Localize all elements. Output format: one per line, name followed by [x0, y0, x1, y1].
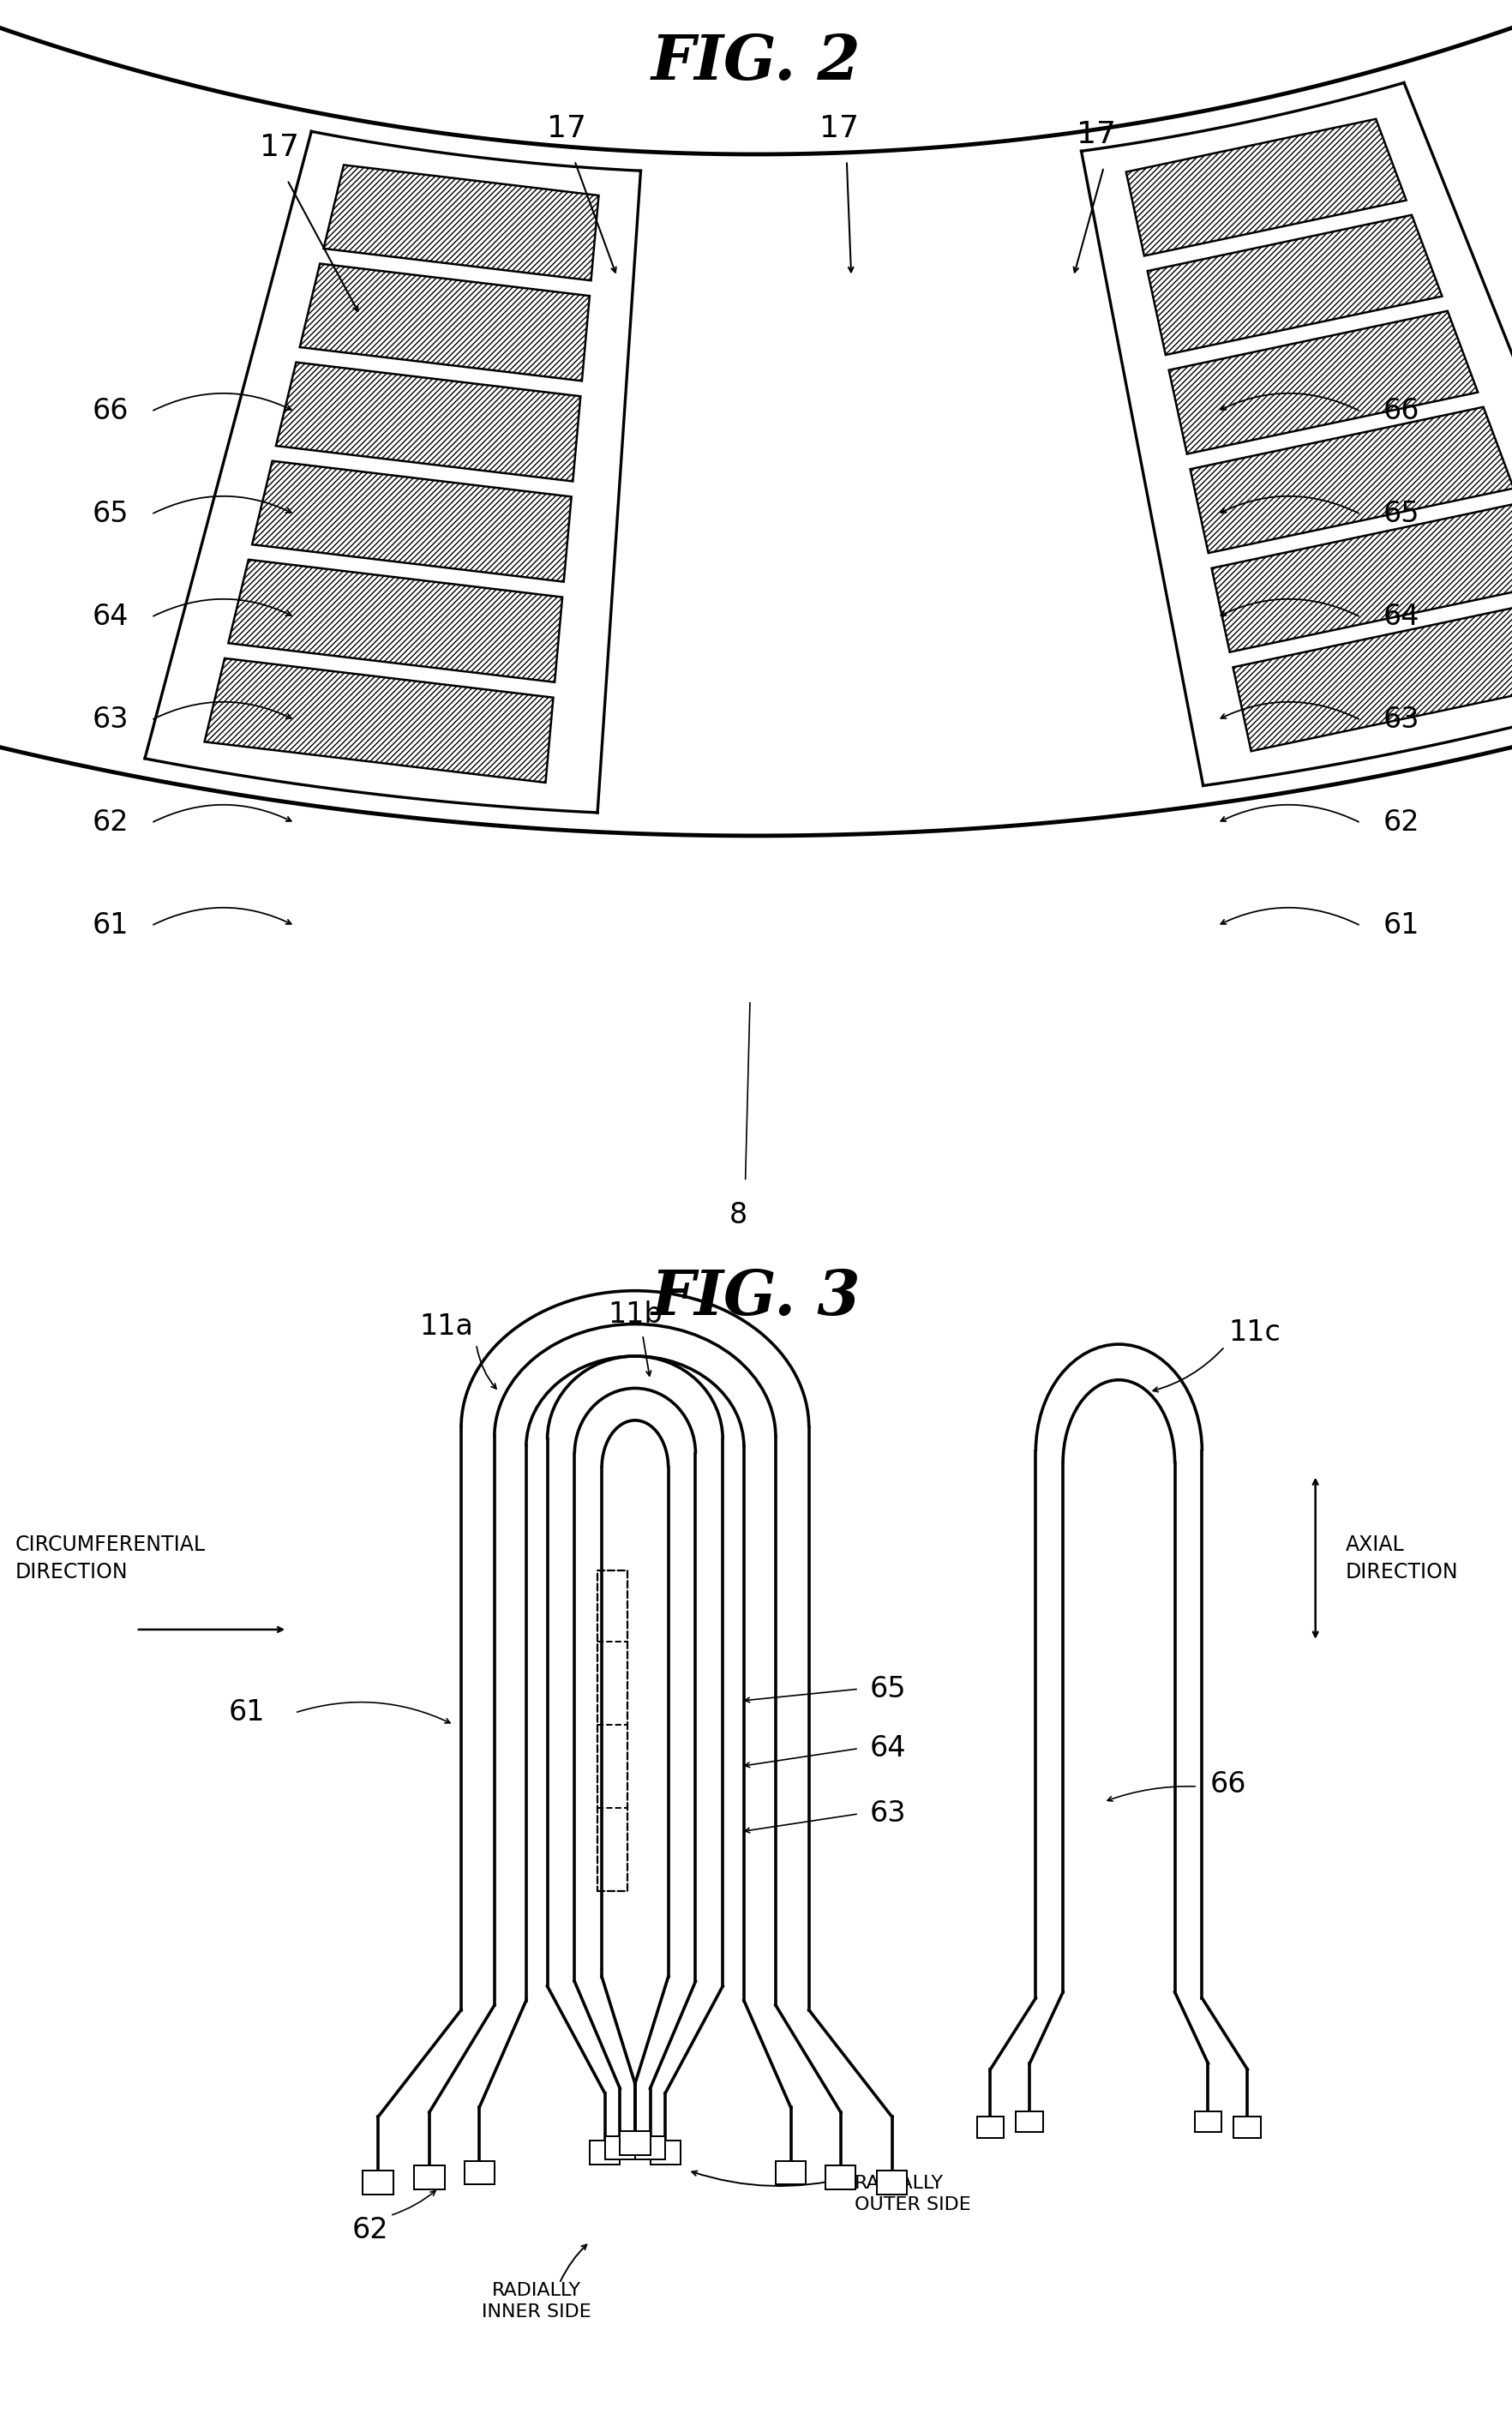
- Text: 17: 17: [260, 133, 299, 163]
- Bar: [635, 2135, 665, 2159]
- Bar: [620, 2130, 650, 2154]
- Polygon shape: [1190, 408, 1512, 553]
- Polygon shape: [275, 361, 581, 480]
- Polygon shape: [1148, 216, 1442, 354]
- Text: 66: 66: [1383, 398, 1420, 425]
- Text: 64: 64: [92, 604, 129, 631]
- Bar: [363, 2171, 393, 2193]
- Text: 63: 63: [92, 706, 129, 735]
- Bar: [877, 2171, 907, 2193]
- Text: 66: 66: [1210, 1771, 1246, 1798]
- Bar: [650, 2140, 680, 2164]
- Text: 63: 63: [1383, 706, 1420, 735]
- Text: 11c: 11c: [1229, 1317, 1281, 1346]
- Bar: [776, 2162, 806, 2186]
- Bar: [1234, 2118, 1261, 2137]
- Polygon shape: [204, 657, 553, 784]
- Text: 61: 61: [1383, 912, 1420, 939]
- Polygon shape: [1126, 119, 1406, 255]
- Polygon shape: [253, 461, 572, 582]
- Bar: [605, 2135, 635, 2159]
- Polygon shape: [1169, 311, 1477, 454]
- Text: RADIALLY
INNER SIDE: RADIALLY INNER SIDE: [482, 2283, 591, 2319]
- Polygon shape: [324, 165, 599, 281]
- Text: 65: 65: [1383, 500, 1420, 529]
- Text: 64: 64: [869, 1735, 906, 1764]
- Text: 17: 17: [1077, 121, 1116, 150]
- Text: 8: 8: [729, 1201, 747, 1230]
- Bar: [414, 2166, 445, 2188]
- Polygon shape: [1232, 599, 1512, 752]
- Text: 64: 64: [1383, 604, 1420, 631]
- Text: 62: 62: [92, 808, 129, 837]
- Text: 65: 65: [869, 1674, 906, 1703]
- Text: 11a: 11a: [419, 1312, 473, 1342]
- Text: RADIALLY
OUTER SIDE: RADIALLY OUTER SIDE: [854, 2176, 971, 2213]
- Text: 61: 61: [228, 1698, 265, 1727]
- Polygon shape: [299, 264, 590, 381]
- Bar: [1194, 2111, 1222, 2132]
- Text: 62: 62: [1383, 808, 1420, 837]
- Bar: [464, 2162, 494, 2186]
- Text: 66: 66: [92, 398, 129, 425]
- Bar: [977, 2118, 1004, 2137]
- Text: 61: 61: [92, 912, 129, 939]
- Polygon shape: [228, 560, 562, 682]
- Text: 17: 17: [820, 114, 859, 143]
- Polygon shape: [1211, 502, 1512, 653]
- Text: AXIAL
DIRECTION: AXIAL DIRECTION: [1346, 1533, 1459, 1582]
- Text: 17: 17: [547, 114, 587, 143]
- Text: 62: 62: [352, 2215, 389, 2244]
- Text: CIRCUMFERENTIAL
DIRECTION: CIRCUMFERENTIAL DIRECTION: [15, 1533, 206, 1582]
- Text: 65: 65: [92, 500, 129, 529]
- Text: FIG. 2: FIG. 2: [652, 32, 860, 92]
- Text: 63: 63: [869, 1800, 906, 1827]
- Bar: [620, 2130, 650, 2154]
- Text: 11b: 11b: [608, 1300, 662, 1329]
- Bar: [1016, 2111, 1043, 2132]
- Bar: [826, 2166, 856, 2188]
- Text: FIG. 3: FIG. 3: [652, 1266, 860, 1327]
- Bar: [590, 2140, 620, 2164]
